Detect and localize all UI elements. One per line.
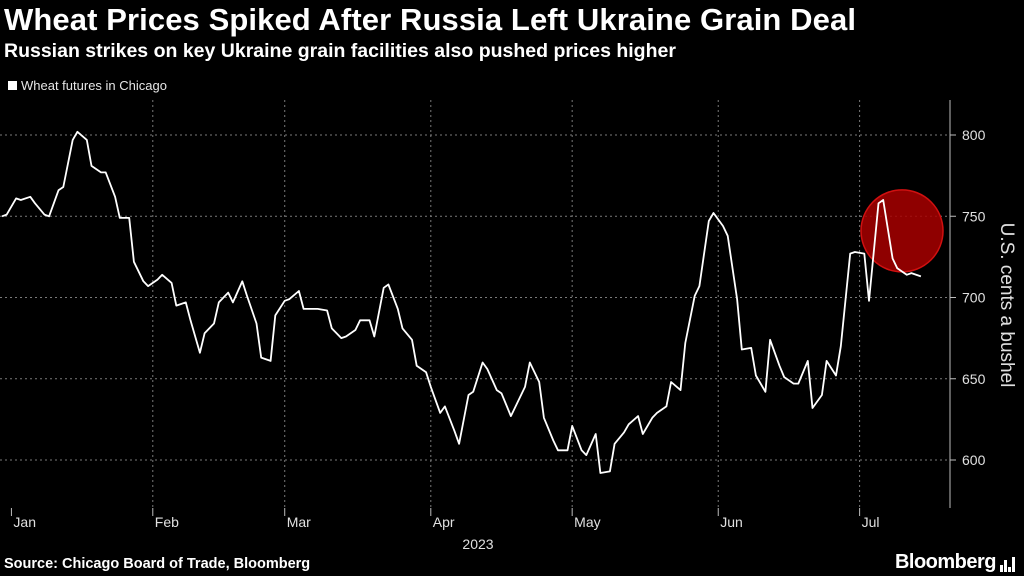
y-tick-label: 650 <box>962 371 986 387</box>
x-axis-year-label: 2023 <box>462 536 493 552</box>
x-tick-label: Jul <box>862 514 880 530</box>
x-tick-label: May <box>574 514 600 530</box>
series-line-wheat-futures <box>1 130 922 474</box>
bloomberg-mark-icon <box>1000 557 1015 572</box>
y-tick-label: 750 <box>962 208 986 224</box>
y-tick-label: 600 <box>962 452 986 468</box>
chart-subtitle: Russian strikes on key Ukraine grain fac… <box>4 40 676 62</box>
x-tick-label: Feb <box>155 514 179 530</box>
x-tick-label: Mar <box>287 514 311 530</box>
x-tick-label: Apr <box>433 514 455 530</box>
y-axis-title: U.S. cents a bushel <box>996 223 1017 388</box>
legend: Wheat futures in Chicago <box>8 78 167 93</box>
legend-label: Wheat futures in Chicago <box>21 78 167 93</box>
x-tick-label: Jan <box>13 514 36 530</box>
y-tick-label: 800 <box>962 127 986 143</box>
source-note: Source: Chicago Board of Trade, Bloomber… <box>4 556 311 572</box>
x-tick-label: Jun <box>720 514 743 530</box>
y-tick-label: 700 <box>962 290 986 306</box>
brand-logo: Bloomberg <box>894 551 997 573</box>
legend-swatch <box>8 81 17 90</box>
chart-title: Wheat Prices Spiked After Russia Left Uk… <box>4 2 857 37</box>
